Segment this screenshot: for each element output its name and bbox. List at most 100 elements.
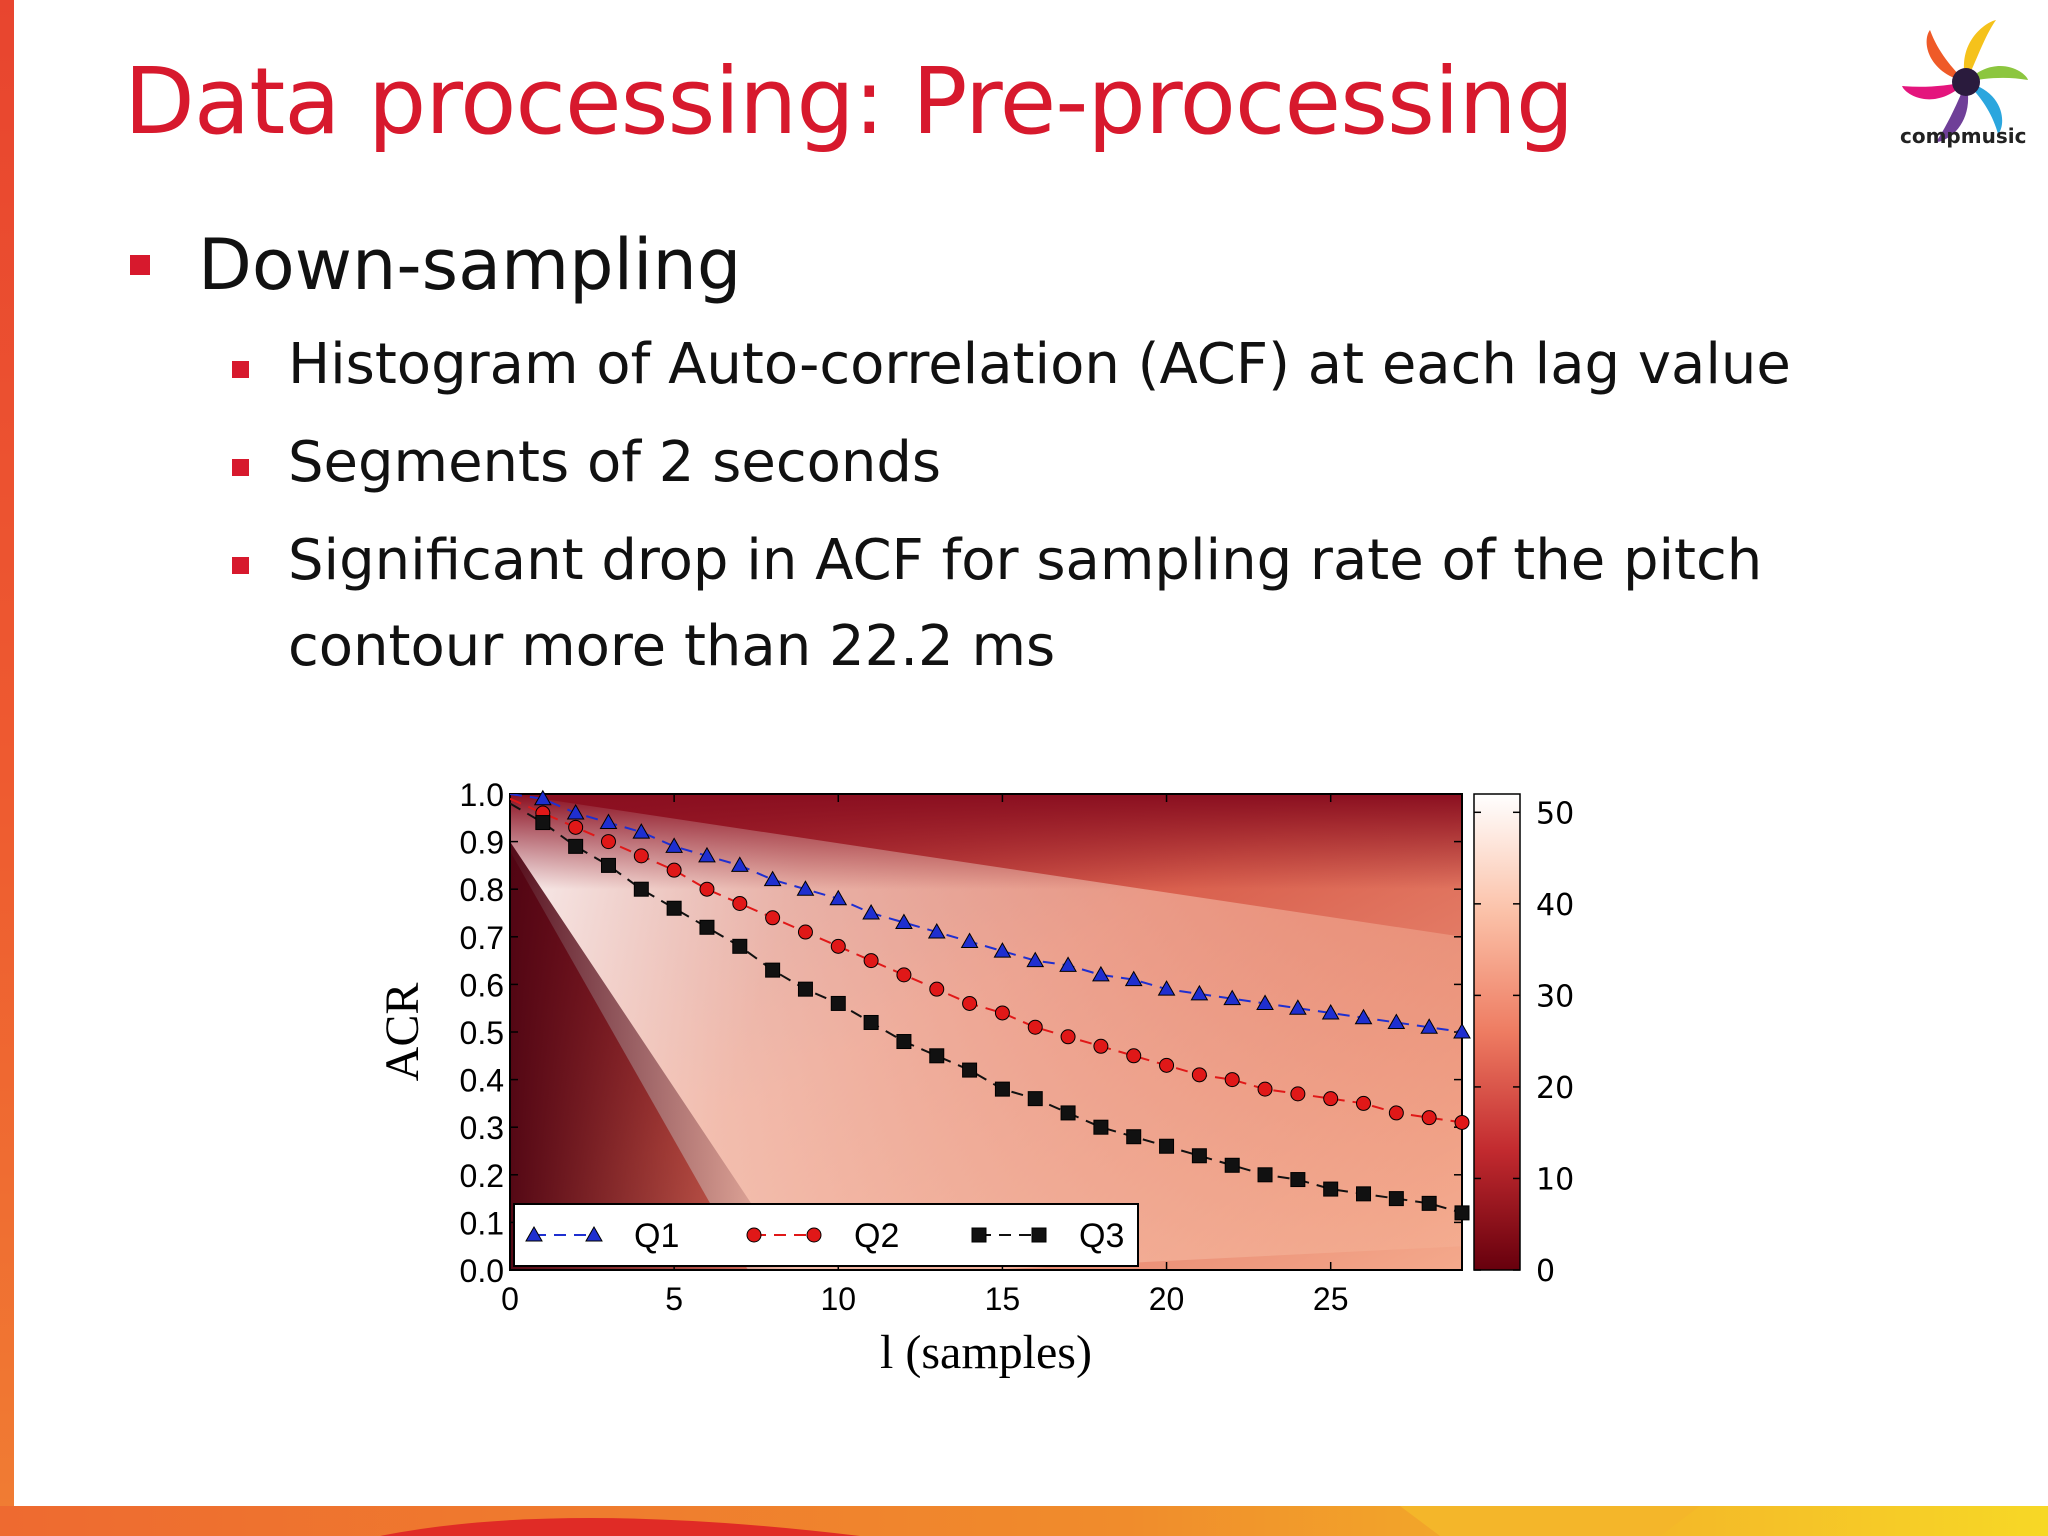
- bullet-level2-text: Histogram of Auto-correlation (ACF) at e…: [288, 332, 1791, 397]
- y-tick-label: 0.0: [460, 1253, 504, 1289]
- x-tick-label: 15: [985, 1281, 1021, 1317]
- data-point-q3: [1060, 1105, 1076, 1121]
- data-point-q1: [1190, 984, 1209, 1001]
- colorbar-tick-label: 40: [1536, 888, 1574, 923]
- data-point-q2: [797, 924, 813, 940]
- data-point-q2: [1126, 1048, 1142, 1064]
- data-point-q3: [600, 857, 616, 873]
- y-tick-label: 0.4: [460, 1063, 504, 1099]
- heatmap-background: [510, 794, 1462, 1270]
- data-point-q1: [1387, 1013, 1406, 1029]
- x-tick-label: 25: [1313, 1281, 1349, 1317]
- colorbar-tick-label: 0: [1536, 1254, 1555, 1289]
- bullet-level1-text: Down-sampling: [198, 224, 742, 306]
- compmusic-logo-icon: [1902, 20, 2028, 142]
- data-point-q1: [862, 903, 880, 920]
- data-point-q3: [1126, 1129, 1142, 1145]
- data-point-q2: [962, 995, 978, 1011]
- legend-marker-q1: [585, 1225, 603, 1242]
- y-tick-label: 0.5: [460, 1015, 504, 1051]
- data-point-q3: [568, 838, 584, 854]
- data-point-q3: [797, 981, 813, 997]
- data-point-q3: [699, 919, 715, 935]
- legend-label-q3: Q3: [1079, 1217, 1124, 1255]
- data-point-q1: [1256, 994, 1274, 1010]
- colorbar-tick-label: 10: [1536, 1162, 1574, 1197]
- data-point-q1: [698, 846, 716, 863]
- y-tick-label: 0.1: [460, 1205, 504, 1241]
- data-point-q1: [1453, 1022, 1471, 1039]
- data-point-q3: [1454, 1205, 1470, 1221]
- bullet-marker: [130, 255, 150, 275]
- colorbar-tick-label: 30: [1536, 979, 1574, 1014]
- legend-marker-q1: [525, 1225, 543, 1242]
- data-point-q1: [632, 823, 651, 839]
- slide-title: Data processing: Pre-processing: [124, 48, 1574, 155]
- legend-label-q2: Q2: [854, 1217, 899, 1255]
- data-point-q2: [863, 953, 879, 969]
- bullet-marker: [232, 361, 249, 378]
- data-point-q1: [1321, 1003, 1340, 1020]
- data-point-q2: [1356, 1095, 1372, 1111]
- data-point-q3: [896, 1034, 912, 1050]
- data-point-q3: [1356, 1186, 1372, 1202]
- data-point-q2: [1323, 1091, 1339, 1107]
- data-point-q2: [1388, 1105, 1404, 1121]
- data-point-q3: [929, 1048, 945, 1064]
- y-tick-label: 0.9: [460, 825, 504, 861]
- data-point-q3: [994, 1081, 1010, 1097]
- data-point-q2: [600, 834, 616, 850]
- data-point-q3: [633, 881, 649, 897]
- data-point-q3: [1323, 1181, 1339, 1197]
- data-point-q1: [895, 913, 913, 930]
- data-point-q3: [1257, 1167, 1273, 1183]
- bullet-marker: [232, 557, 249, 574]
- data-point-q3: [1191, 1148, 1207, 1164]
- bullet-marker: [232, 459, 249, 476]
- bullet-level2-continuation: contour more than 22.2 ms: [288, 614, 1056, 679]
- data-point-q1: [1026, 951, 1045, 968]
- data-point-q3: [1290, 1172, 1306, 1188]
- legend-marker-q2: [746, 1227, 762, 1243]
- data-point-q1: [796, 880, 815, 896]
- data-point-q1: [1289, 999, 1307, 1015]
- x-tick-label: 0: [501, 1281, 519, 1317]
- data-point-q3: [1093, 1119, 1109, 1135]
- data-point-q2: [1224, 1072, 1240, 1088]
- legend-marker-q2: [806, 1227, 822, 1243]
- data-point-q2: [1454, 1114, 1470, 1130]
- y-tick-label: 1.0: [460, 777, 504, 813]
- data-point-q2: [1421, 1110, 1437, 1126]
- data-point-q1: [763, 870, 782, 887]
- data-point-q2: [1191, 1067, 1207, 1083]
- data-point-q1: [533, 789, 552, 806]
- y-tick-label: 0.3: [460, 1110, 504, 1146]
- data-point-q1: [665, 837, 683, 853]
- data-point-q3: [830, 995, 846, 1011]
- data-point-q3: [1159, 1138, 1175, 1154]
- data-point-q1: [1354, 1008, 1373, 1025]
- data-point-q2: [1027, 1019, 1043, 1035]
- data-point-q2: [1257, 1081, 1273, 1097]
- data-point-q2: [1159, 1057, 1175, 1073]
- data-point-q2: [699, 881, 715, 897]
- data-point-q1: [1223, 989, 1242, 1006]
- data-point-q2: [568, 819, 584, 835]
- x-tick-label: 10: [820, 1281, 856, 1317]
- data-point-q3: [1027, 1091, 1043, 1107]
- y-axis-label: ACR: [376, 983, 429, 1082]
- data-point-q2: [929, 981, 945, 997]
- data-point-q1: [1092, 965, 1110, 982]
- data-point-q1: [927, 923, 946, 939]
- data-point-q2: [732, 895, 748, 911]
- data-point-q1: [1059, 956, 1077, 972]
- data-point-q2: [765, 910, 781, 926]
- bottom-decor-band: [0, 1506, 2048, 1536]
- data-point-q1: [993, 942, 1012, 958]
- data-point-q3: [535, 815, 551, 831]
- data-point-q1: [1157, 980, 1176, 996]
- data-point-q3: [1224, 1157, 1240, 1173]
- data-point-q1: [566, 804, 585, 820]
- data-point-q2: [994, 1005, 1010, 1021]
- x-axis-label: l (samples): [880, 1326, 1092, 1379]
